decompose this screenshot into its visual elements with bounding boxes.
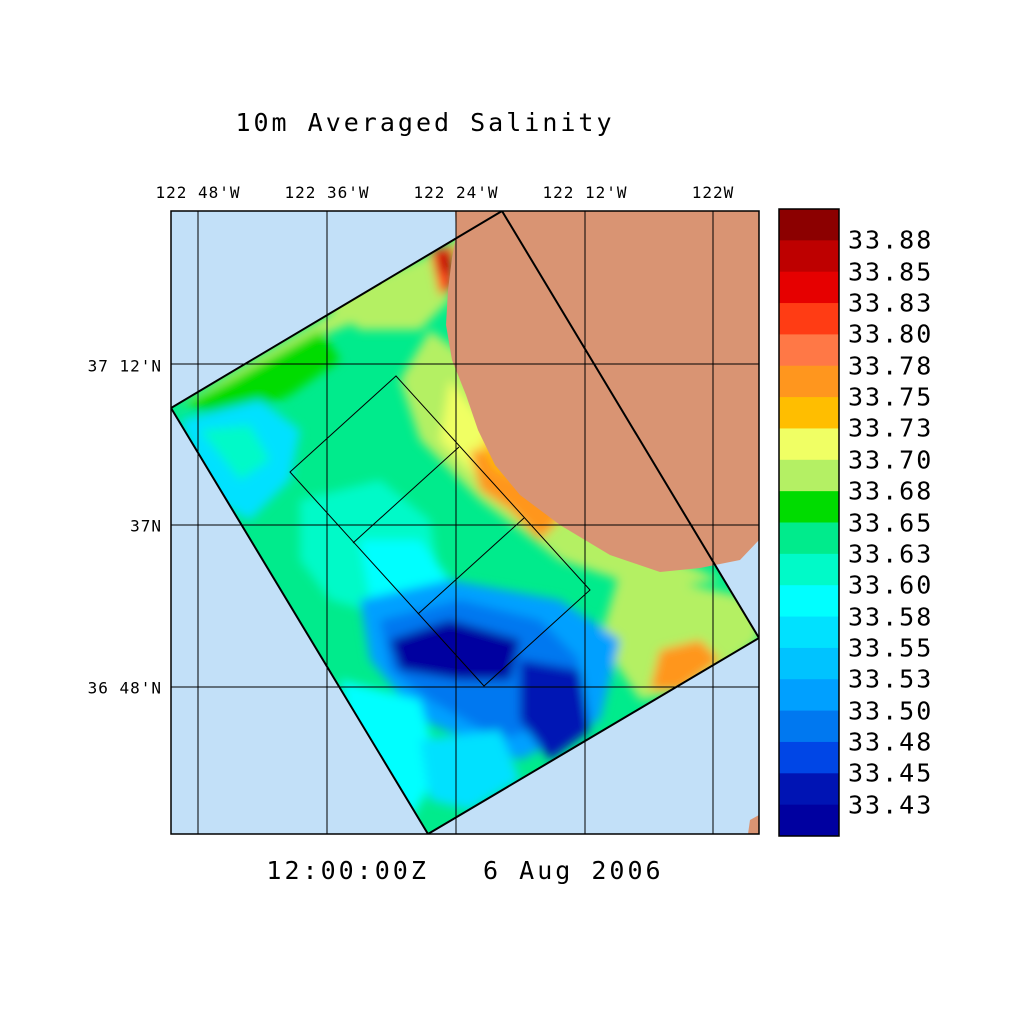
colorbar-label: 33.43 (848, 790, 934, 820)
colorbar-label: 33.63 (848, 539, 934, 569)
model-domain-outline (171, 211, 759, 834)
lat-tick-label: 37 12'N (87, 356, 162, 376)
colorbar-swatch (779, 553, 839, 586)
time-label: 12:00:00Z 6 Aug 2006 (266, 856, 664, 885)
colorbar-label: 33.70 (848, 445, 934, 475)
colorbar-label: 33.73 (848, 413, 934, 443)
colorbar-swatch (779, 804, 839, 837)
colorbar-swatch (779, 459, 839, 492)
colorbar-label: 33.65 (848, 508, 934, 537)
colorbar-swatch (779, 585, 839, 618)
graticule (171, 211, 759, 834)
inner-domain-box (289, 375, 591, 687)
lat-tick-label: 37N (130, 516, 162, 536)
colorbar-label: 33.53 (848, 664, 934, 694)
colorbar-swatch (779, 773, 839, 806)
colorbar-swatch (779, 679, 839, 712)
colorbar-swatch (779, 616, 839, 649)
colorbar-swatch (779, 209, 839, 241)
colorbar-label: 33.55 (848, 633, 934, 663)
colorbar-label: 33.78 (848, 351, 934, 381)
colorbar-label: 33.45 (848, 758, 934, 788)
colorbar-label: 33.60 (848, 570, 934, 600)
colorbar-frame (778, 208, 840, 837)
colorbar-swatch (779, 428, 839, 461)
lon-tick-label: 122 36'W (284, 183, 370, 202)
colorbar-swatch (779, 303, 839, 335)
lon-tick-label: 122 48'W (155, 183, 241, 202)
colorbar-swatch (779, 271, 839, 304)
colorbar-swatch (779, 365, 839, 398)
colorbar-label: 33.48 (848, 727, 934, 757)
colorbar-swatch (779, 334, 839, 367)
colorbar-swatch (779, 647, 839, 680)
colorbar-label: 33.58 (848, 602, 934, 632)
map-frame (170, 210, 760, 835)
lat-tick-label: 36 48'N (87, 678, 162, 698)
map-title: 10m Averaged Salinity (235, 108, 615, 137)
lon-tick-label: 122 24'W (413, 183, 499, 202)
colorbar-label: 33.88 (848, 225, 934, 255)
lon-tick-label: 122 12'W (542, 183, 628, 202)
colorbar-label: 33.68 (848, 476, 934, 506)
colorbar-swatch (779, 522, 839, 555)
land-mass (446, 211, 759, 572)
colorbar-label: 33.85 (848, 257, 934, 287)
colorbar-label: 33.75 (848, 382, 934, 412)
colorbar-swatch (779, 741, 839, 774)
colorbar (778, 208, 840, 837)
colorbar-swatch (779, 710, 839, 743)
colorbar-swatch (779, 240, 839, 273)
colorbar-label: 33.80 (848, 319, 934, 349)
lon-tick-label: 122W (691, 183, 735, 202)
colorbar-label: 33.83 (848, 288, 934, 318)
colorbar-swatch (779, 491, 839, 523)
colorbar-swatch (779, 397, 839, 429)
colorbar-label: 33.50 (848, 696, 934, 726)
